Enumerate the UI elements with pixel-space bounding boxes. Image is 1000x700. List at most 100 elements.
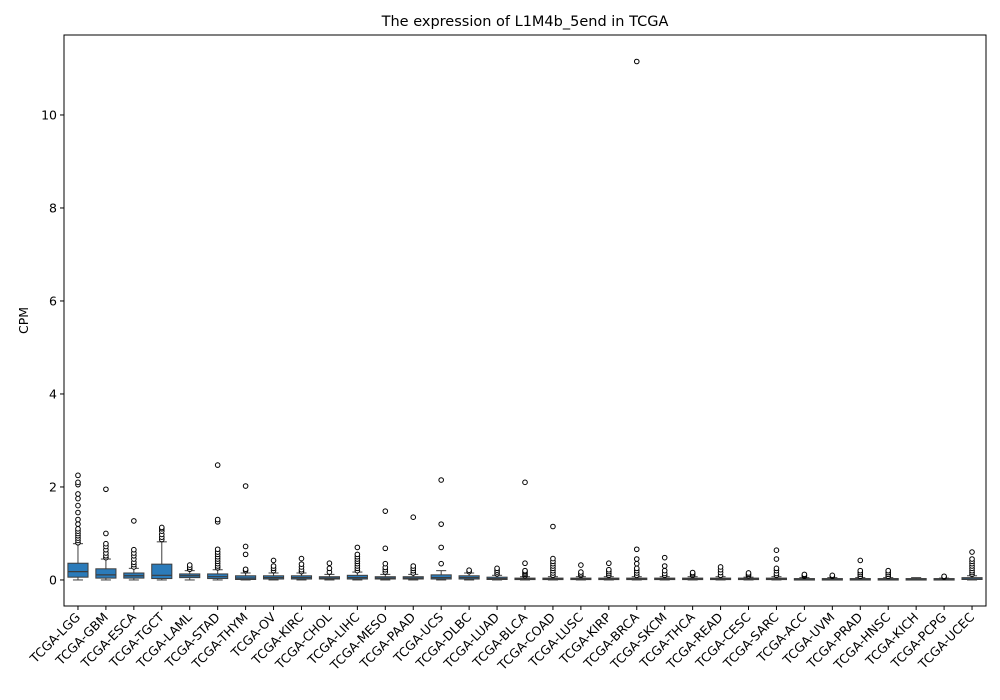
box-tcga-lusc: [570, 562, 592, 581]
box-tcga-lihc: [346, 544, 368, 581]
outlier-point: [410, 514, 417, 520]
outlier-point: [75, 526, 81, 532]
outlier-point: [214, 462, 221, 468]
outlier-point: [633, 565, 640, 572]
outlier-point: [326, 565, 333, 572]
box-tcga-ucec: [961, 549, 983, 581]
outlier-point: [717, 564, 724, 570]
outlier-point: [745, 570, 752, 576]
box-tcga-meso: [374, 508, 396, 581]
outlier-point: [326, 560, 333, 567]
box-iqr: [151, 563, 173, 580]
outlier-point: [186, 562, 193, 568]
box-tcga-laml: [179, 562, 201, 581]
outlier-point: [354, 551, 361, 558]
outlier-point: [298, 555, 305, 562]
outlier-point: [75, 491, 81, 497]
outlier-point: [242, 566, 249, 573]
y-tick-label-0: 0: [49, 572, 57, 587]
chart-title: The expression of L1M4b_5end in TCGA: [381, 14, 669, 30]
outlier-point: [857, 567, 864, 574]
box-tcga-read: [710, 564, 732, 581]
box-tcga-esca: [123, 518, 145, 581]
box-tcga-lgg: [67, 472, 89, 581]
outlier-point: [773, 556, 780, 562]
outlier-point: [494, 565, 500, 572]
outlier-point: [578, 562, 584, 568]
box-tcga-ucs: [430, 477, 452, 581]
outlier-point: [969, 556, 975, 562]
box-tcga-tgct: [151, 524, 173, 581]
outlier-point: [438, 560, 444, 567]
box-tcga-kirp: [598, 560, 620, 581]
outlier-point: [689, 569, 696, 576]
outlier-point: [550, 523, 556, 530]
plot-area: 0246810TCGA-LGGTCGA-GBMTCGA-ESCATCGA-TGC…: [26, 58, 983, 674]
outlier-point: [75, 502, 81, 509]
box-tcga-ov: [262, 557, 285, 581]
outlier-point: [633, 546, 640, 553]
outlier-point: [857, 557, 864, 564]
y-tick-label-4: 8: [49, 200, 57, 215]
box-tcga-blca: [514, 479, 536, 581]
outlier-point: [214, 516, 221, 523]
outlier-point: [103, 530, 109, 537]
box-tcga-thym: [235, 483, 257, 581]
y-tick-label-1: 2: [49, 479, 57, 494]
outlier-point: [438, 544, 444, 551]
box-tcga-uvm: [821, 572, 843, 581]
box-tcga-hnsc: [877, 567, 899, 581]
outlier-point: [75, 495, 81, 502]
outlier-point: [829, 572, 836, 579]
outlier-point: [382, 560, 389, 567]
box-tcga-pcpg: [933, 573, 955, 581]
outlier-point: [633, 58, 640, 65]
outlier-point: [382, 545, 389, 552]
outlier-point: [466, 567, 472, 573]
outlier-point: [633, 560, 640, 567]
outlier-point: [75, 521, 81, 527]
box-tcga-sarc: [765, 547, 788, 581]
outlier-point: [438, 521, 444, 527]
box-tcga-dlbc: [458, 567, 480, 581]
outlier-point: [75, 472, 81, 479]
box-tcga-skcm: [654, 554, 676, 581]
outlier-point: [578, 569, 584, 575]
outlier-point: [969, 549, 975, 555]
outlier-point: [242, 551, 249, 558]
box-tcga-cesc: [737, 570, 760, 581]
box-tcga-prad: [849, 557, 871, 581]
outlier-point: [606, 560, 612, 567]
outlier-point: [773, 547, 780, 554]
outlier-point: [75, 516, 81, 523]
outlier-point: [270, 557, 277, 564]
outlier-point: [410, 563, 417, 569]
outlier-point: [298, 561, 305, 567]
y-tick-label-3: 6: [49, 293, 57, 308]
box-iqr: [95, 568, 117, 579]
outlier-point: [103, 486, 109, 493]
outlier-point: [354, 544, 361, 551]
y-tick-label-5: 10: [41, 107, 57, 122]
outlier-point: [75, 509, 81, 516]
y-tick-label-2: 4: [49, 386, 57, 401]
outlier-point: [242, 483, 249, 489]
outlier-point: [522, 479, 528, 486]
box-tcga-acc: [793, 571, 815, 581]
box-tcga-brca: [626, 58, 648, 581]
outlier-point: [773, 565, 780, 572]
outlier-point: [633, 556, 640, 562]
box-tcga-kich: [905, 577, 927, 581]
box-tcga-coad: [542, 523, 564, 581]
outlier-point: [801, 571, 808, 578]
box-iqr: [430, 574, 452, 580]
outlier-point: [522, 560, 528, 567]
box-iqr: [67, 562, 89, 578]
plot-frame: [63, 34, 987, 607]
outlier-point: [522, 567, 528, 574]
outlier-point: [131, 518, 137, 524]
outlier-point: [885, 567, 892, 574]
outlier-point: [382, 508, 389, 514]
outlier-point: [270, 563, 277, 569]
outlier-point: [661, 567, 668, 574]
